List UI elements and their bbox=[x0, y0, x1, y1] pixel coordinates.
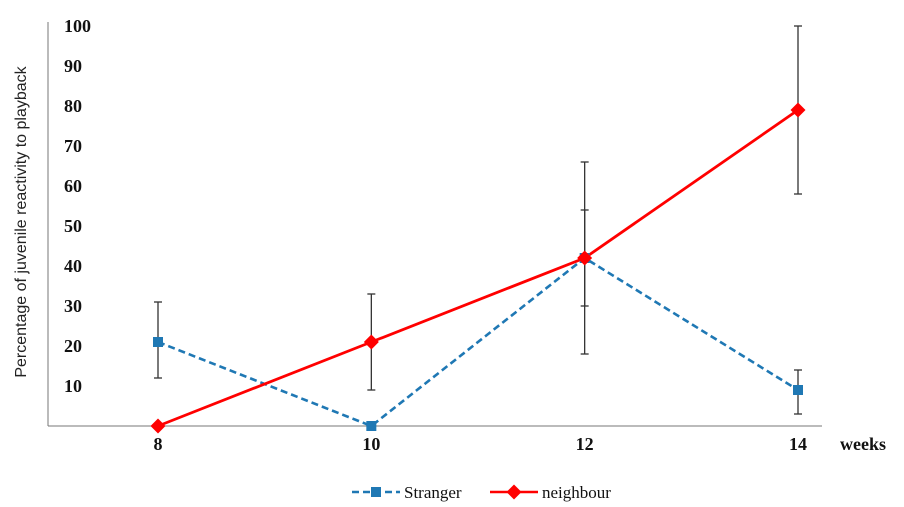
data-point-stranger bbox=[793, 385, 803, 395]
y-tick-label: 70 bbox=[64, 136, 82, 156]
series-line-neighbour bbox=[157, 108, 799, 428]
y-tick-label: 30 bbox=[64, 296, 82, 316]
x-axis-ticks: 8 10 12 14 bbox=[154, 434, 808, 454]
x-tick-label: 14 bbox=[789, 434, 807, 454]
data-point-stranger bbox=[366, 421, 377, 431]
data-point-neighbour bbox=[150, 418, 166, 434]
y-axis-label: Percentage of juvenile reactivity to pla… bbox=[13, 65, 30, 377]
series-markers bbox=[150, 102, 806, 434]
data-point-neighbour bbox=[790, 102, 806, 118]
x-tick-label: 8 bbox=[154, 434, 163, 454]
series-line-stranger bbox=[157, 256, 799, 428]
y-tick-label: 10 bbox=[64, 376, 82, 396]
y-tick-label: 20 bbox=[64, 336, 82, 356]
legend-marker bbox=[371, 487, 381, 497]
y-tick-label: 90 bbox=[64, 56, 82, 76]
y-axis-ticks: 10 20 30 40 50 60 70 80 90 100 bbox=[64, 16, 91, 396]
y-tick-label: 60 bbox=[64, 176, 82, 196]
legend-label: Stranger bbox=[404, 483, 462, 502]
y-tick-label: 40 bbox=[64, 256, 82, 276]
y-tick-label: 100 bbox=[64, 16, 91, 36]
data-point-stranger bbox=[153, 337, 163, 347]
series-lines bbox=[157, 108, 799, 428]
x-axis-label: weeks bbox=[840, 434, 886, 454]
legend-label: neighbour bbox=[542, 483, 611, 502]
y-tick-label: 80 bbox=[64, 96, 82, 116]
y-tick-label: 50 bbox=[64, 216, 82, 236]
data-point-neighbour bbox=[577, 250, 593, 266]
legend: Stranger neighbour bbox=[352, 483, 611, 502]
error-bars bbox=[154, 25, 802, 415]
data-point-neighbour bbox=[363, 334, 379, 350]
x-tick-label: 12 bbox=[576, 434, 594, 454]
legend-marker bbox=[506, 484, 522, 500]
x-tick-label: 10 bbox=[362, 434, 380, 454]
